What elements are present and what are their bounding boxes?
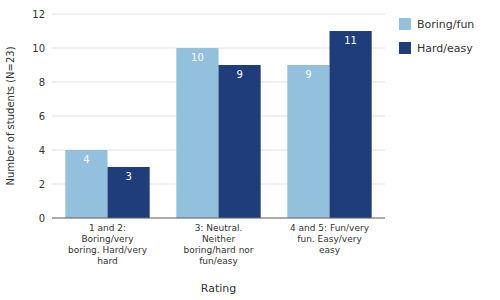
bar: [330, 31, 372, 218]
y-tick-label: 4: [39, 145, 45, 156]
data-labels: 4 10 9 3 9 11: [83, 35, 357, 182]
data-label: 11: [344, 35, 357, 46]
legend: Boring/fun Hard/easy: [399, 18, 474, 55]
bar: [176, 48, 218, 218]
data-label: 3: [125, 171, 131, 182]
x-tick-label: 3: Neutral.Neitherboring/hard norfun/eas…: [183, 223, 253, 266]
data-label: 10: [191, 52, 204, 63]
y-tick-label: 0: [39, 213, 45, 224]
legend-label: Hard/easy: [417, 42, 473, 55]
x-tick-label: 4 and 5: Fun/veryfun. Easy/veryeasy: [290, 223, 370, 255]
grid-line: [52, 14, 385, 15]
bar: [65, 150, 107, 218]
y-tick-label: 2: [39, 179, 45, 190]
x-tick-labels: 1 and 2:Boring/veryboring. Hard/veryhard…: [68, 223, 370, 266]
bar: [108, 167, 150, 218]
y-tick-label: 6: [39, 111, 45, 122]
bar: [287, 65, 329, 218]
bar: [219, 65, 261, 218]
chart-svg: 0 2 4 6 8 10 12 4 10 9 3 9 11 1 and 2:Boring/verybori…: [0, 0, 500, 300]
y-axis-title: Number of students (N=23): [5, 46, 16, 185]
grid-line: [52, 218, 385, 219]
chart-container: 0 2 4 6 8 10 12 4 10 9 3 9 11 1 and 2:Boring/verybori…: [0, 0, 500, 300]
legend-swatch: [399, 18, 411, 30]
x-axis-line: [52, 218, 385, 219]
data-label: 9: [236, 69, 242, 80]
y-tick-label: 8: [39, 77, 45, 88]
y-tick-label: 10: [32, 43, 45, 54]
x-tick-label: 1 and 2:Boring/veryboring. Hard/veryhard: [68, 223, 148, 266]
data-label: 4: [83, 154, 89, 165]
data-label: 9: [305, 69, 311, 80]
x-axis-title: Rating: [201, 282, 236, 295]
legend-swatch: [399, 42, 411, 54]
y-tick-label: 12: [32, 9, 45, 20]
legend-label: Boring/fun: [417, 18, 474, 31]
y-ticks: 0 2 4 6 8 10 12: [32, 9, 45, 224]
bars: [65, 31, 371, 218]
grid: [52, 14, 385, 218]
